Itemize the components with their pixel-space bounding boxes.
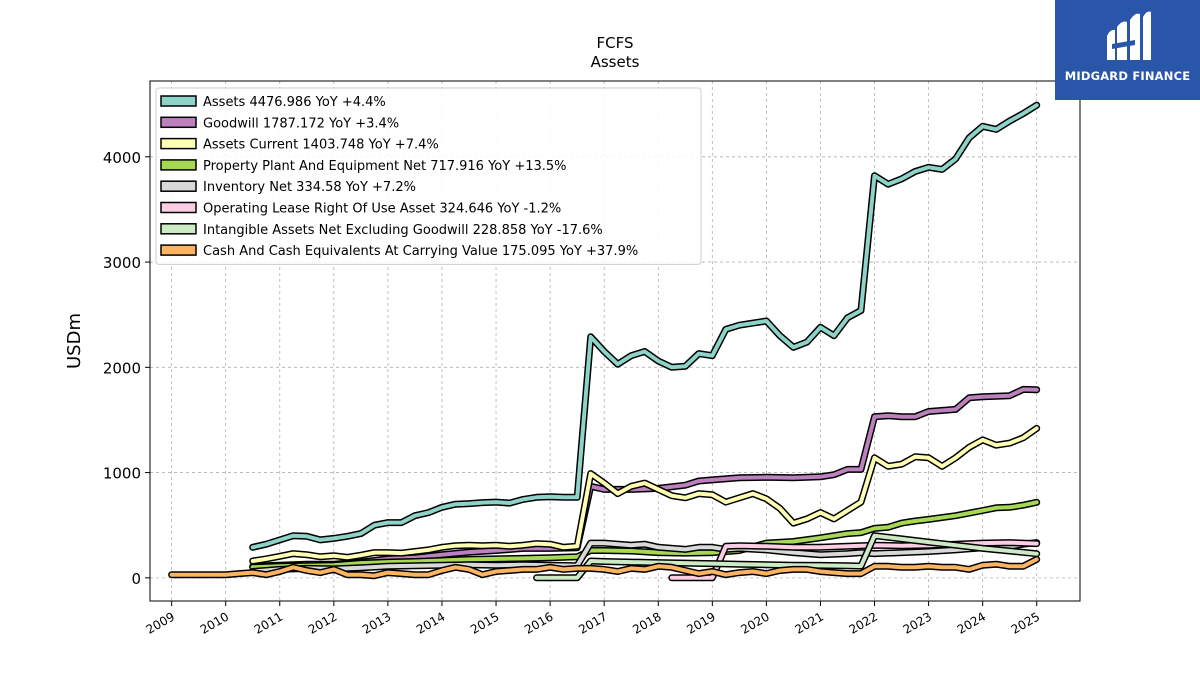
brand-mark-icon [1107,11,1151,61]
legend-entry: Property Plant And Equipment Net 717.916… [203,159,567,174]
legend-entry: Cash And Cash Equivalents At Carrying Va… [203,244,638,259]
legend-swatch [160,180,197,192]
y-tick-label: 1000 [103,465,141,483]
x-tick-label: 2010 [198,609,231,636]
x-tick-label: 2023 [901,609,934,636]
legend-entry: Assets Current 1403.748 YoY +7.4% [203,138,439,153]
series-assets [249,101,1041,551]
plot-frame [149,80,1081,602]
series-line [534,533,1039,580]
legend-swatch [160,159,197,171]
x-tick-label: 2015 [468,609,501,636]
y-ticks: 0 1000 2000 3000 4000 [103,149,150,588]
brand-name: MIDGARD FINANCE [1064,69,1191,83]
y-tick-label: 2000 [103,359,141,377]
legend-swatch [160,223,197,235]
legend-swatch [160,116,197,129]
x-tick-label: 2018 [630,609,663,636]
y-axis-label: USDm [64,313,85,369]
x-tick-label: 2013 [360,609,393,636]
x-tick-label: 2021 [793,609,826,636]
y-tick-label: 4000 [103,149,141,167]
series-line [250,540,1039,574]
series-layer [168,101,1041,582]
x-tick-label: 2014 [414,609,447,636]
x-tick-label: 2017 [576,609,609,636]
legend-swatch [160,137,197,150]
legend-entry: Goodwill 1787.172 YoY +3.4% [203,116,399,131]
y-tick-label: 0 [131,570,141,588]
legend-box [155,87,702,265]
series-goodwill [249,385,1041,570]
x-tick-label: 2011 [252,609,285,636]
series-property-plant-and-equipment-net [249,498,1041,571]
series-line [169,557,1039,578]
series-line [250,500,1039,570]
series-inventory-net [249,539,1041,575]
x-tick-label: 2020 [738,609,771,636]
legend-entry: Operating Lease Right Of Use Asset 324.6… [203,202,561,217]
legend-entry: Assets 4476.986 YoY +4.4% [203,95,386,110]
x-ticks: 2009 2010 2011 2012 2013 2014 2015 2016 2017 2018… [144,601,1042,637]
x-tick-label: 2022 [847,609,880,636]
series-line [250,103,1039,550]
legend-swatch [160,244,197,256]
x-tick-label: 2016 [522,609,555,636]
series-line [250,387,1039,569]
chart-subtitle: Assets [591,53,640,71]
y-tick-label: 3000 [103,254,141,272]
x-tick-label: 2025 [1009,609,1042,636]
legend-entry: Inventory Net 334.58 YoY +7.2% [203,180,416,195]
legend: Assets 4476.986 YoY +4.4% Goodwill 1787.1… [155,87,702,265]
legend-swatch [160,201,197,214]
series-assets-current [249,424,1041,565]
series-line [250,426,1039,563]
x-tick-label: 2009 [144,609,177,636]
series-cash-and-cash-equivalents-at-carrying-value [168,555,1041,580]
x-tick-label: 2019 [684,609,717,636]
brand-logo: MIDGARD FINANCE [1055,0,1200,100]
x-tick-label: 2024 [955,609,988,636]
legend-entry: Intangible Assets Net Excluding Goodwill… [203,223,603,238]
legend-swatch [160,95,197,107]
chart-title: FCFS [597,34,634,52]
series-intangible-assets-net-excluding-goodwill [533,532,1041,582]
x-tick-label: 2012 [306,609,339,636]
